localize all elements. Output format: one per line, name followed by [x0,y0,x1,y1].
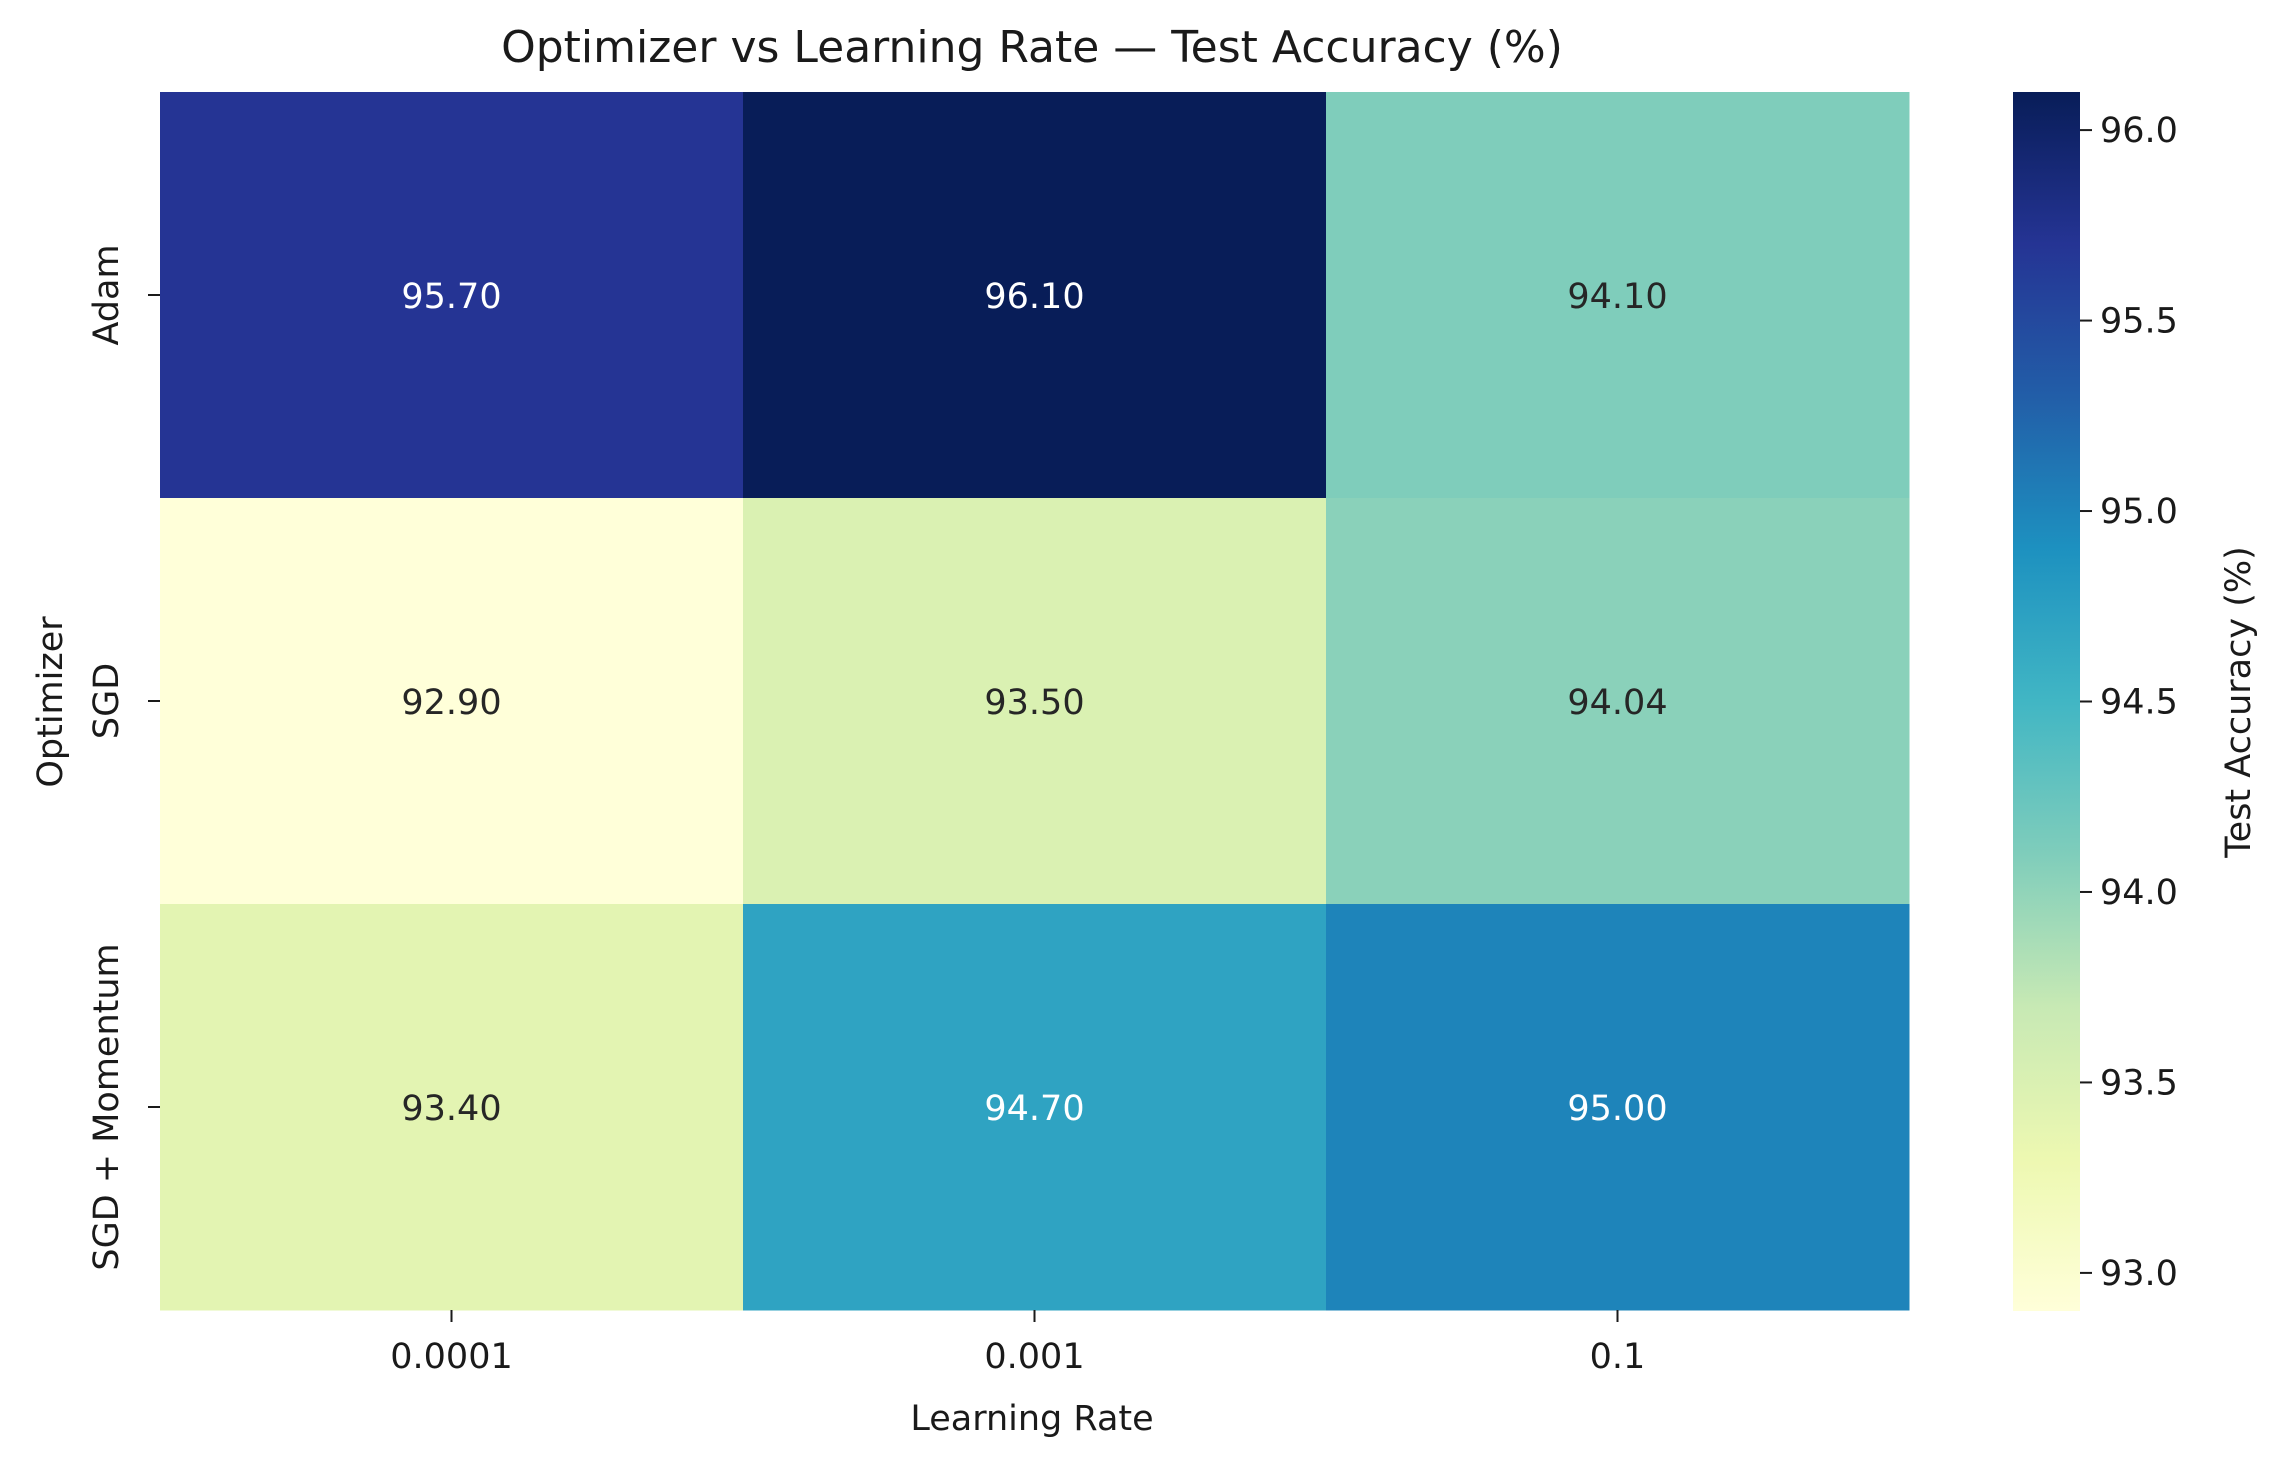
heatmap-cell-value: 93.50 [984,683,1084,723]
colorbar-tick-label: 93.5 [2100,1063,2178,1103]
heatmap-cell [743,498,1327,905]
heatmap-cell [743,904,1327,1311]
heatmap-cells [160,92,1910,1311]
heatmap-cell [160,904,744,1311]
colorbar-tick-label: 94.5 [2100,683,2178,723]
heatmap-cell-value: 94.70 [984,1089,1084,1129]
y-axis-ticks: Adam SGD SGD + Momentum [87,244,160,1271]
colorbar-tick-label: 96.0 [2100,111,2178,151]
y-tick-label: Adam [87,244,127,345]
colorbar [2013,92,2080,1311]
heatmap-cell [1326,498,1910,905]
heatmap-cell-value: 94.04 [1567,683,1667,723]
heatmap-cell-value: 95.00 [1567,1089,1667,1129]
x-axis-ticks: 0.0001 0.001 0.1 [390,1310,1645,1377]
x-tick-label: 0.0001 [390,1337,512,1377]
x-axis-label: Learning Rate [910,1399,1153,1439]
y-tick-label: SGD [87,663,127,739]
chart-title: Optimizer vs Learning Rate — Test Accura… [501,22,1563,73]
colorbar-tick-label: 95.0 [2100,492,2178,532]
colorbar-tick-label: 95.5 [2100,302,2178,342]
heatmap-cell [160,92,744,499]
heatmap-cell-value: 93.40 [401,1089,501,1129]
heatmap-cell [1326,92,1910,499]
heatmap-cell-labels: 95.70 96.10 94.10 92.90 93.50 94.04 93.40 94.70… [401,277,1667,1129]
colorbar-label: Test Accuracy (%) [2219,546,2259,859]
colorbar-tick-label: 93.0 [2100,1254,2178,1294]
x-tick-label: 0.001 [984,1337,1084,1377]
heatmap-cell [160,498,744,905]
colorbar-ticks: 93.0 93.5 94.0 94.5 95.0 95.5 96.0 [2080,111,2178,1294]
heatmap-cell [743,92,1327,499]
x-tick-label: 0.1 [1590,1337,1646,1377]
y-tick-label: SGD + Momentum [87,943,127,1270]
heatmap-cell-value: 96.10 [984,277,1084,317]
heatmap-cell-value: 92.90 [401,683,501,723]
colorbar-tick-label: 94.0 [2100,873,2178,913]
heatmap-cell [1326,904,1910,1311]
heatmap-cell-value: 95.70 [401,277,501,317]
y-axis-label: Optimizer [31,616,71,788]
heatmap-cell-value: 94.10 [1567,277,1667,317]
